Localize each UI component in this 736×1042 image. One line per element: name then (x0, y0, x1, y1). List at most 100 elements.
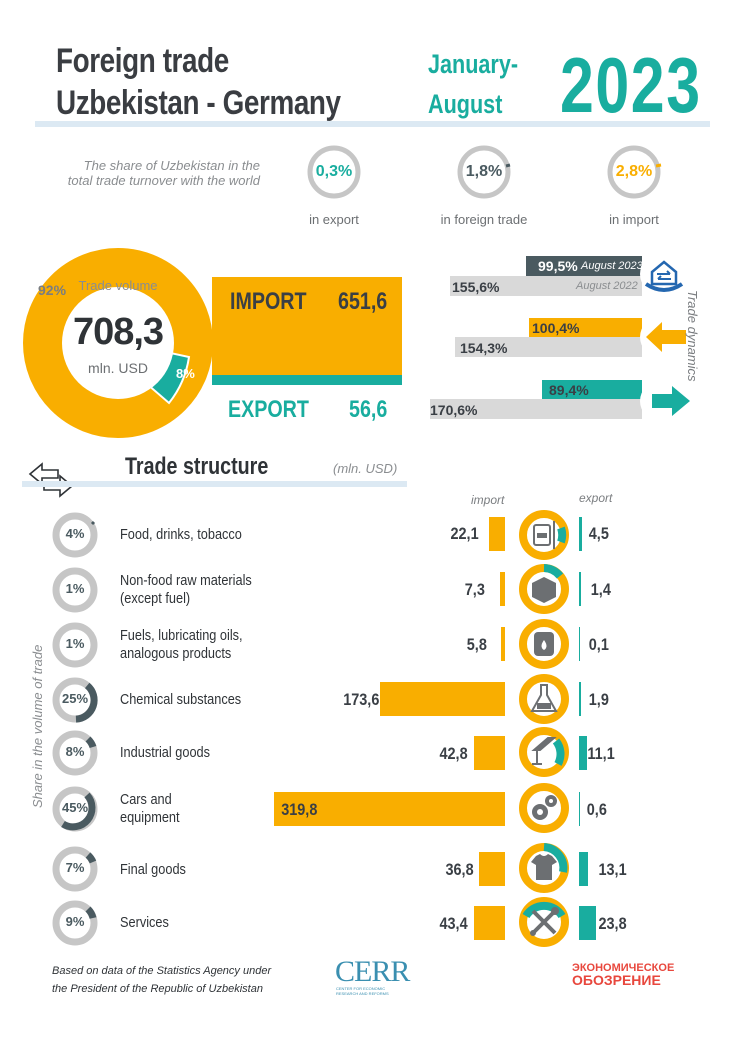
share-ring-foreign-trade: 1,8% (456, 144, 512, 205)
share-ring-import: 2,8% (606, 144, 662, 205)
export-bar (579, 627, 580, 661)
import-arrow-icon (640, 317, 686, 357)
steel-beam-icon (519, 727, 569, 777)
category-label: Food, drinks, tobacco (120, 526, 242, 543)
category-label-2: (except fuel) (120, 590, 191, 607)
category-label: Services (120, 914, 169, 931)
share-value: 1,8% (465, 163, 503, 180)
export-value: 0,6 (586, 800, 607, 819)
dyn-bar-current-trade (526, 256, 642, 276)
export-value: 23,8 (598, 914, 627, 933)
trade-volume-unit: mln. USD (88, 360, 148, 376)
import-share: 92% (38, 282, 67, 298)
share-ring-icon (52, 677, 98, 723)
trade-volume-donut (23, 248, 213, 438)
ring-chart-icon (607, 145, 662, 199)
category-label: Non-food raw materials (120, 572, 252, 589)
dyn-previous-export: 170,6% (430, 402, 478, 418)
economic-review-logo-line-1: ЭКОНОМИЧЕСКОЕ (572, 962, 675, 974)
export-bar (579, 792, 580, 826)
structure-divider (22, 481, 407, 487)
share-value: 1% (65, 636, 85, 651)
dyn-previous-label: August 2022 (576, 280, 638, 292)
import-value: 319,8 (281, 800, 318, 819)
oil-barrel-icon (519, 619, 569, 669)
import-bar (380, 682, 505, 716)
cerr-logo: CERR (335, 955, 410, 988)
ring-chart-icon (307, 145, 361, 199)
tshirt-icon (519, 843, 569, 893)
export-bar (579, 517, 582, 551)
import-bar (479, 852, 505, 886)
export-bar (579, 572, 581, 606)
category-label-2: analogous products (120, 645, 232, 662)
category-label-2: equipment (120, 809, 180, 826)
share-value: 7% (65, 860, 85, 875)
structure-row-cars: 45% (51, 785, 99, 838)
import-header: import (471, 493, 505, 507)
cerr-logo-subtitle: CENTER FOR ECONOMIC RESEARCH AND REFORMS (336, 986, 389, 996)
category-label: Chemical substances (120, 691, 242, 708)
export-strip (212, 375, 402, 385)
share-value: 25% (61, 691, 89, 706)
import-bar (274, 792, 505, 826)
import-value: 5,8 (466, 635, 487, 654)
dyn-previous-trade: 155,6% (452, 279, 500, 295)
title-line-2: Uzbekistan - Germany (56, 84, 341, 122)
dyn-bar-previous-import (455, 337, 642, 357)
dyn-bar-previous-trade (450, 276, 642, 296)
economic-review-logo-line-2: ОБОЗРЕНИЕ (572, 972, 661, 988)
share-ring-icon (52, 622, 98, 668)
export-value: 4,5 (588, 524, 609, 543)
export-arrow-icon (640, 381, 690, 421)
export-value: 1,4 (590, 580, 611, 599)
year: 2023 (560, 41, 702, 129)
ring-chart-icon (457, 145, 511, 199)
import-value: 651,6 (338, 288, 388, 315)
import-bar (474, 736, 505, 770)
dyn-current-trade: 99,5% (538, 258, 578, 274)
raw-material-box-icon (519, 564, 569, 614)
trade-volume-value: 708,3 (72, 311, 164, 353)
import-value: 22,1 (450, 524, 479, 543)
share-value: 1% (65, 581, 85, 596)
export-value: 0,1 (588, 635, 609, 654)
import-bar (474, 906, 505, 940)
source-line-1: Based on data of the Statistics Agency u… (52, 965, 272, 977)
dyn-bar-current-export (542, 380, 642, 399)
share-ring-icon (52, 567, 98, 613)
import-value: 36,8 (445, 860, 474, 879)
dyn-bar-current-import (529, 318, 642, 337)
export-share: 8% (176, 366, 195, 381)
structure-row-raw-materials: 1% (51, 566, 99, 619)
structure-row-food: 4% (51, 511, 99, 564)
export-bar (579, 682, 581, 716)
export-bar (579, 906, 596, 940)
share-value: 0,3% (315, 163, 353, 180)
share-value: 9% (65, 914, 85, 929)
import-label: IMPORT (230, 288, 307, 315)
period: January- August (428, 44, 518, 124)
import-box (212, 277, 402, 375)
category-label: Fuels, lubricating oils, (120, 627, 243, 644)
import-value: 173,6 (343, 690, 380, 709)
export-bar (579, 736, 587, 770)
header-divider (35, 121, 710, 127)
import-bar (489, 517, 505, 551)
dyn-previous-import: 154,3% (460, 340, 508, 356)
import-value: 43,4 (439, 914, 468, 933)
share-label: in foreign trade (440, 212, 528, 227)
period-line-1: January- (428, 49, 519, 79)
food-bag-icon (519, 510, 569, 560)
trade-house-icon (640, 254, 684, 294)
trade-volume-title: Trade volume (78, 278, 158, 293)
dyn-current-label: August 2023 (581, 260, 643, 272)
structure-row-services: 9% (51, 899, 99, 952)
export-value: 13,1 (598, 860, 627, 879)
share-label: in export (309, 212, 359, 227)
source-note: Based on data of the Statistics Agency u… (52, 962, 271, 998)
source-line-2: the President of the Republic of Uzbekis… (52, 983, 263, 995)
title-line-1: Foreign trade (56, 42, 229, 80)
structure-title: Trade structure (125, 453, 269, 480)
export-header: export (579, 491, 613, 505)
